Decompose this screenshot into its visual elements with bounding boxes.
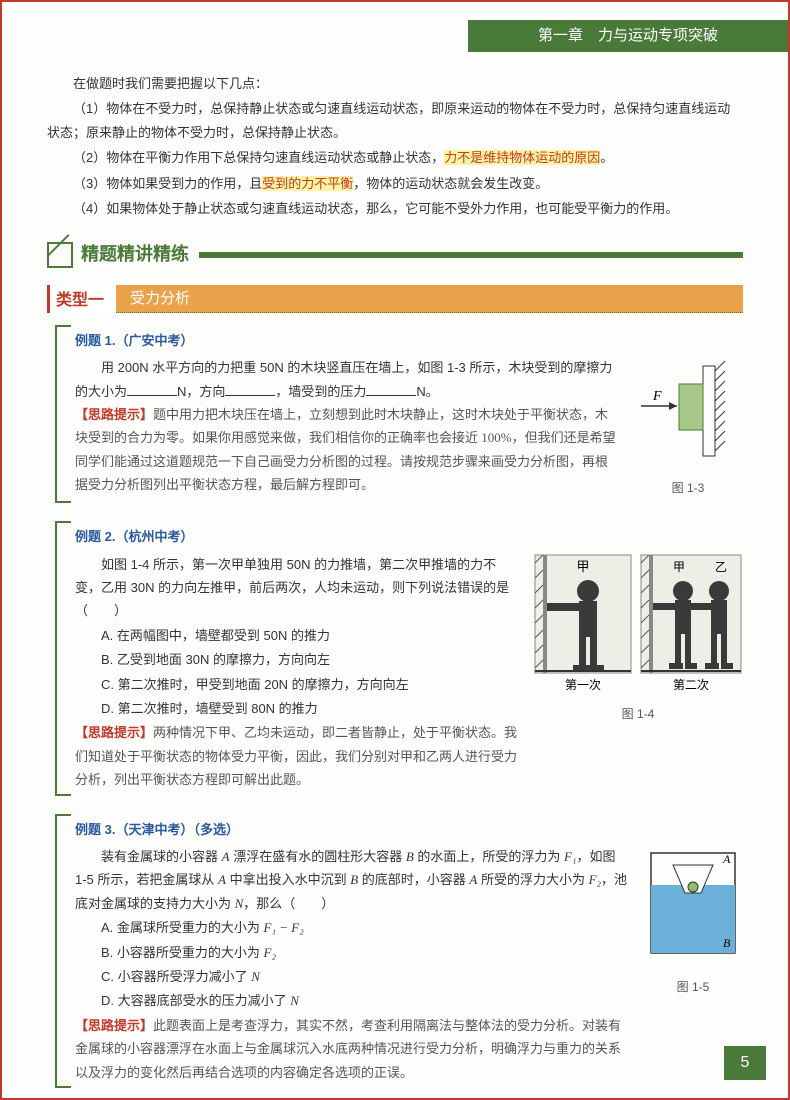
option-b: B. 小容器所受重力的大小为 F₂ xyxy=(75,941,629,964)
blank xyxy=(225,383,275,396)
problem-3-hint: 【思路提示】此题表面上是考查浮力，其实不然，考查利用隔离法与整体法的受力分析。对… xyxy=(75,1014,629,1084)
problem-1: 例题 1.（广安中考） 用 200N 水平方向的力把重 50N 的木块竖直压在墙… xyxy=(55,325,743,504)
option-c: C. 小容器所受浮力减小了 N xyxy=(75,965,629,988)
problem-3: 例题 3.（天津中考）（多选） 装有金属球的小容器 A 漂浮在盛有水的圆柱形大容… xyxy=(55,814,743,1088)
svg-text:第一次: 第一次 xyxy=(565,678,601,692)
svg-text:B: B xyxy=(723,936,731,950)
intro-p2: （2）物体在平衡力作用下总保持匀速直线运动状态或静止状态，力不是维持物体运动的原… xyxy=(47,146,743,169)
section-title: 精题精讲精练 xyxy=(81,238,189,270)
fig-1-5-svg: A B xyxy=(643,845,743,965)
problem-2: 例题 2.（杭州中考） 如图 1-4 所示，第一次甲单独用 50N 的力推墙，第… xyxy=(55,521,743,795)
figure-1-4: 甲 第一次 xyxy=(533,553,743,792)
option-d: D. 第二次推时，墙壁受到 80N 的推力 xyxy=(75,697,519,720)
option-a: A. 金属球所受重力的大小为 F₁ − F₂ xyxy=(75,916,629,939)
svg-text:A: A xyxy=(722,852,731,866)
intro-p3: （3）物体如果受到力的作用，且受到的力不平衡，物体的运动状态就会发生改变。 xyxy=(47,172,743,195)
svg-text:甲: 甲 xyxy=(673,560,685,574)
problem-2-options: A. 在两幅图中，墙壁都受到 50N 的推力 B. 乙受到地面 30N 的摩擦力… xyxy=(75,624,519,721)
problem-3-stem: 装有金属球的小容器 A 漂浮在盛有水的圆柱形大容器 B 的水面上，所受的浮力为 … xyxy=(75,845,629,915)
problem-2-hint: 【思路提示】两种情况下甲、乙均未运动，即二者皆静止，处于平衡状态。我们知道处于平… xyxy=(75,721,519,791)
svg-text:甲: 甲 xyxy=(576,559,589,574)
problem-1-hint: 【思路提示】题中用力把木块压在墙上，立刻想到此时木块静止，这时木块处于平衡状态，… xyxy=(75,403,619,497)
fig-1-3-caption: 图 1-3 xyxy=(633,478,743,500)
option-a: A. 在两幅图中，墙壁都受到 50N 的推力 xyxy=(75,624,519,647)
fig-1-5-caption: 图 1-5 xyxy=(643,977,743,999)
problem-3-options: A. 金属球所受重力的大小为 F₁ − F₂ B. 小容器所受重力的大小为 F₂… xyxy=(75,916,629,1013)
intro-p4: （4）如果物体处于静止状态或匀速直线运动状态，那么，它可能不受外力作用，也可能受… xyxy=(47,197,743,220)
problem-2-stem: 如图 1-4 所示，第一次甲单独用 50N 的力推墙，第二次甲推墙的力不变，乙用… xyxy=(75,553,519,623)
intro-block: 在做题时我们需要把握以下几点： （1）物体在不受力时，总保持静止状态或匀速直线运… xyxy=(47,72,743,220)
fig-1-3-svg: F xyxy=(633,356,743,466)
option-d: D. 大容器底部受水的压力减小了 N xyxy=(75,989,629,1012)
svg-text:第二次: 第二次 xyxy=(673,678,709,692)
intro-lead: 在做题时我们需要把握以下几点： xyxy=(47,72,743,95)
problem-3-title: 例题 3.（天津中考）（多选） xyxy=(75,818,743,841)
hint-label: 【思路提示】 xyxy=(75,1018,153,1033)
svg-text:乙: 乙 xyxy=(715,560,727,574)
option-c: C. 第二次推时，甲受到地面 20N 的摩擦力，方向向左 xyxy=(75,673,519,696)
svg-text:F: F xyxy=(652,389,662,404)
type-bar: 类型一 受力分析 xyxy=(47,285,743,313)
hint-label: 【思路提示】 xyxy=(75,407,153,422)
problem-2-title: 例题 2.（杭州中考） xyxy=(75,525,743,548)
section-heading: 精题精讲精练 xyxy=(47,238,743,270)
type-name: 受力分析 xyxy=(116,285,743,313)
option-b: B. 乙受到地面 30N 的摩擦力，方向向左 xyxy=(75,648,519,671)
highlight-2: 受到的力不平衡 xyxy=(262,176,353,191)
page-number: 5 xyxy=(724,1046,766,1080)
highlight-1: 力不是维持物体运动的原因 xyxy=(444,150,600,165)
hint-label: 【思路提示】 xyxy=(75,725,153,740)
problem-1-stem: 用 200N 水平方向的力把重 50N 的木块竖直压在墙上，如图 1-3 所示，… xyxy=(75,356,619,403)
page-content: 在做题时我们需要把握以下几点： （1）物体在不受力时，总保持静止状态或匀速直线运… xyxy=(2,2,788,1088)
chapter-header: 第一章 力与运动专项突破 xyxy=(468,20,788,52)
fig-1-4-caption: 图 1-4 xyxy=(533,704,743,726)
figure-1-3: F 图 1-3 xyxy=(633,356,743,499)
section-rule xyxy=(199,252,743,258)
blank xyxy=(127,383,177,396)
fig-1-4-svg: 甲 第一次 xyxy=(533,553,743,693)
problem-1-title: 例题 1.（广安中考） xyxy=(75,329,743,352)
blank xyxy=(366,383,416,396)
section-icon xyxy=(47,242,73,268)
intro-p1: （1）物体在不受力时，总保持静止状态或匀速直线运动状态，即原来运动的物体在不受力… xyxy=(47,97,743,144)
type-label: 类型一 xyxy=(47,285,116,313)
